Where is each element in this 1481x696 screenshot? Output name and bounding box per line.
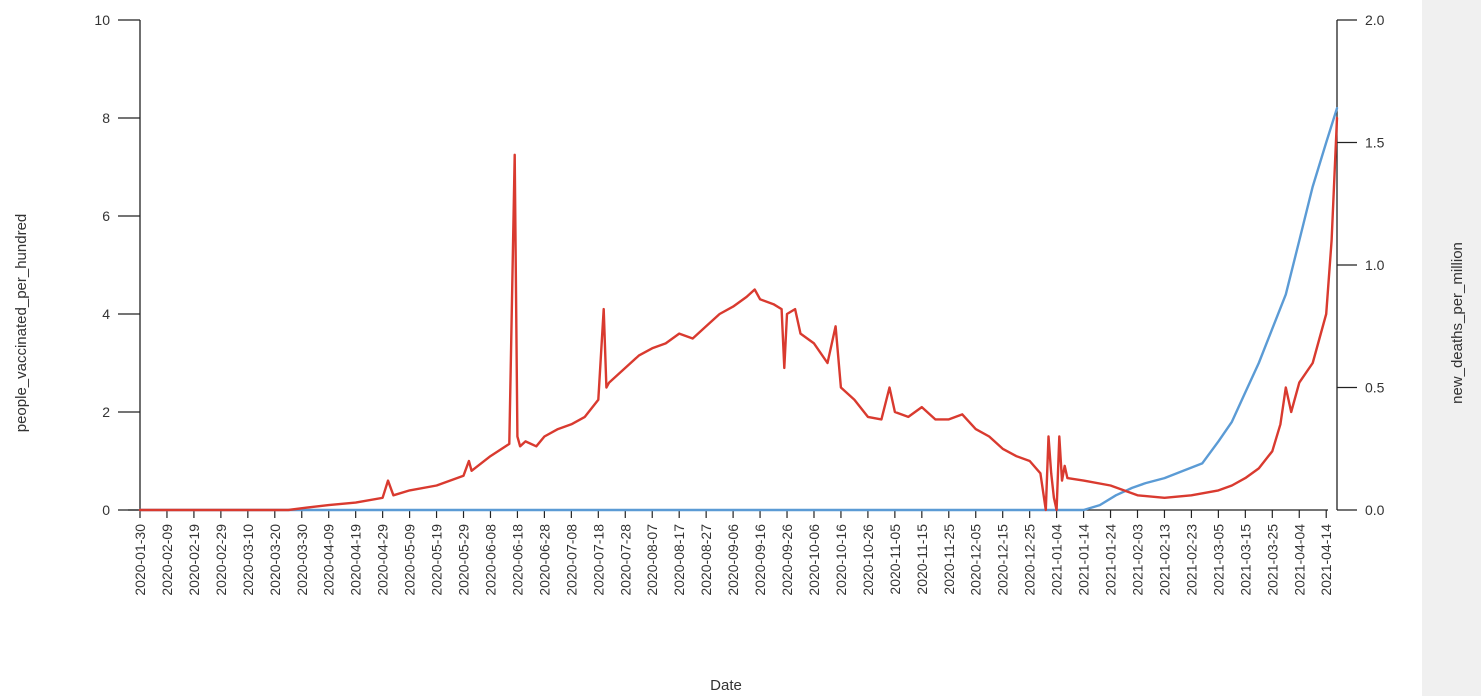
y-right-tick-label: 0.0 bbox=[1365, 502, 1385, 518]
series-layer bbox=[138, 106, 1339, 512]
x-tick-label: 2020-06-28 bbox=[536, 524, 552, 596]
x-tick-label: 2020-08-07 bbox=[644, 524, 660, 596]
y-left-tick-label: 2 bbox=[102, 404, 110, 420]
x-tick-label: 2020-09-06 bbox=[725, 524, 741, 596]
x-tick-label: 2021-02-23 bbox=[1183, 524, 1199, 596]
x-tick-label: 2020-04-19 bbox=[348, 524, 364, 596]
y-axis-left-title: people_vaccinated_per_hundred bbox=[13, 214, 30, 433]
x-tick-label: 2020-06-08 bbox=[482, 524, 498, 596]
x-tick-label: 2020-03-20 bbox=[267, 524, 283, 596]
x-tick-label: 2020-07-28 bbox=[617, 524, 633, 596]
x-tick-label: 2021-03-15 bbox=[1237, 524, 1253, 596]
x-tick-label: 2020-10-16 bbox=[833, 524, 849, 596]
x-tick-label: 2020-06-18 bbox=[509, 524, 525, 596]
x-tick-label: 2021-03-25 bbox=[1264, 524, 1280, 596]
x-axis-title: Date bbox=[710, 677, 742, 694]
x-tick-label: 2020-10-26 bbox=[860, 524, 876, 596]
y-left-tick-label: 4 bbox=[102, 306, 110, 322]
x-tick-label: 2021-01-24 bbox=[1103, 524, 1119, 596]
x-tick-label: 2020-12-25 bbox=[1022, 524, 1038, 596]
x-tick-label: 2020-12-15 bbox=[995, 524, 1011, 596]
x-tick-label: 2020-10-06 bbox=[806, 524, 822, 596]
axes-layer: 0 2 4 6 8 10 0.0 0.5 1.0 1.5 2.0 2020-01-30 2020-02-… bbox=[94, 12, 1384, 596]
x-tick-label: 2021-02-03 bbox=[1130, 524, 1146, 596]
x-tick-label: 2020-05-09 bbox=[402, 524, 418, 596]
x-tick-label: 2020-03-10 bbox=[240, 524, 256, 596]
x-tick-label: 2020-05-19 bbox=[429, 524, 445, 596]
series-line-people-vaccinated-per-hundred bbox=[138, 106, 1339, 512]
x-tick-label: 2020-09-26 bbox=[779, 524, 795, 596]
x-tick-label: 2020-08-27 bbox=[698, 524, 714, 596]
x-tick-label: 2021-01-14 bbox=[1076, 524, 1092, 596]
y-axis-right-title: new_deaths_per_million bbox=[1449, 242, 1466, 404]
y-right-tick-label: 0.5 bbox=[1365, 380, 1385, 396]
x-tick-label: 2020-02-19 bbox=[186, 524, 202, 596]
chart-panel bbox=[0, 0, 1422, 696]
y-right-tick-label: 1.0 bbox=[1365, 257, 1385, 273]
x-tick-label: 2020-11-05 bbox=[887, 524, 903, 595]
x-tick-label: 2020-05-29 bbox=[456, 524, 472, 596]
x-tick-label: 2020-12-05 bbox=[968, 524, 984, 596]
x-tick-label: 2020-07-08 bbox=[563, 524, 579, 596]
x-tick-label: 2021-04-14 bbox=[1318, 524, 1334, 596]
x-tick-label: 2020-04-29 bbox=[375, 524, 391, 596]
x-tick-label: 2020-09-16 bbox=[752, 524, 768, 596]
x-tick-label: 2020-02-29 bbox=[213, 524, 229, 596]
y-right-tick-label: 1.5 bbox=[1365, 135, 1385, 151]
x-tick-label: 2020-03-30 bbox=[294, 524, 310, 596]
x-tick-label: 2020-01-30 bbox=[132, 524, 148, 596]
x-tick-label: 2021-04-04 bbox=[1291, 524, 1307, 596]
x-tick-label: 2020-11-15 bbox=[914, 524, 930, 595]
x-tick-label: 2020-11-25 bbox=[941, 524, 957, 595]
x-tick-label: 2021-03-05 bbox=[1210, 524, 1226, 596]
y-right-tick-label: 2.0 bbox=[1365, 12, 1385, 28]
y-left-tick-label: 8 bbox=[102, 110, 110, 126]
x-tick-label: 2021-01-04 bbox=[1049, 524, 1065, 596]
y-left-tick-label: 10 bbox=[94, 12, 110, 28]
x-tick-label: 2020-04-09 bbox=[321, 524, 337, 596]
x-tick-label: 2020-08-17 bbox=[671, 524, 687, 596]
y-left-tick-label: 0 bbox=[102, 502, 110, 518]
x-tick-label: 2020-07-18 bbox=[590, 524, 606, 596]
x-tick-label: 2020-02-09 bbox=[159, 524, 175, 596]
series-line-new-deaths-per-million bbox=[138, 116, 1339, 512]
x-tick-label: 2021-02-13 bbox=[1156, 524, 1172, 596]
y-left-tick-label: 6 bbox=[102, 208, 110, 224]
